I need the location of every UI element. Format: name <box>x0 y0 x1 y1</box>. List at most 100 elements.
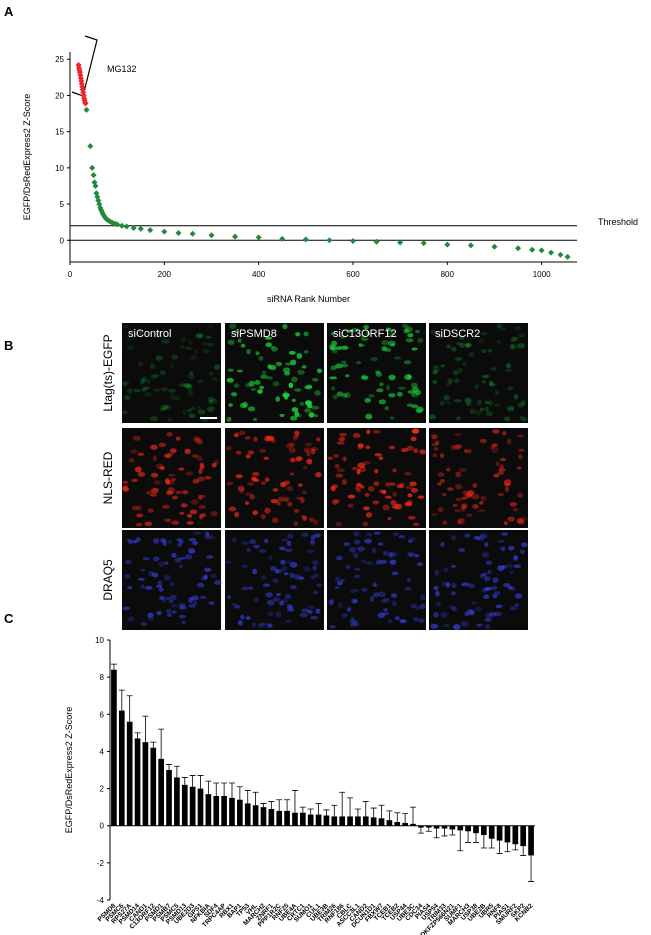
bar <box>496 825 503 841</box>
cell <box>193 436 200 440</box>
cell <box>517 342 525 349</box>
cell <box>463 449 468 453</box>
cell <box>285 362 292 366</box>
cell <box>310 539 315 546</box>
cell <box>281 482 289 486</box>
cell <box>188 604 196 608</box>
bar <box>205 794 212 826</box>
cell <box>193 437 202 443</box>
error-bar <box>323 809 330 816</box>
cell <box>405 485 413 490</box>
cell <box>459 342 466 348</box>
cell <box>253 544 260 549</box>
point <box>92 182 99 189</box>
cell <box>177 542 183 547</box>
cell <box>144 521 153 527</box>
cell <box>445 581 451 588</box>
cell <box>259 549 267 553</box>
cell <box>230 392 238 397</box>
cell <box>314 390 321 396</box>
cell <box>415 408 423 414</box>
x-tick-label: 400 <box>252 270 266 279</box>
x-tick-label: 1000 <box>533 270 551 279</box>
cell <box>306 458 313 465</box>
cell <box>181 503 189 508</box>
cell <box>235 474 243 479</box>
cell <box>370 356 378 362</box>
cell <box>361 587 368 592</box>
cell <box>185 471 194 476</box>
cell <box>411 404 419 409</box>
cell <box>331 340 338 346</box>
cell <box>169 362 175 369</box>
cell <box>396 391 403 397</box>
cell <box>404 586 412 591</box>
cell <box>496 539 505 543</box>
cell <box>289 359 297 366</box>
cell <box>262 583 270 587</box>
cell <box>283 497 290 502</box>
cell <box>435 590 440 597</box>
micrograph <box>224 530 324 630</box>
cell <box>284 548 293 553</box>
cell <box>480 495 487 501</box>
cell <box>389 559 397 565</box>
cell <box>159 596 165 600</box>
cell <box>285 619 292 624</box>
cell <box>450 591 457 596</box>
cell <box>501 532 509 536</box>
cell <box>197 409 206 415</box>
cell <box>291 407 299 413</box>
cell <box>228 506 237 512</box>
cell <box>481 374 489 379</box>
cell <box>259 622 267 626</box>
cell <box>152 374 160 378</box>
cell <box>296 496 303 500</box>
cell <box>375 371 383 377</box>
cell <box>406 445 414 451</box>
cell <box>389 552 398 557</box>
cell <box>519 549 526 555</box>
cell <box>501 327 506 331</box>
cell <box>134 466 142 473</box>
cell <box>293 574 301 580</box>
point <box>564 253 571 260</box>
cell <box>355 485 360 491</box>
error-bar <box>496 840 503 854</box>
cell <box>479 501 484 505</box>
cell <box>162 540 167 547</box>
cell <box>264 336 273 340</box>
cell <box>484 576 491 581</box>
cell <box>144 386 150 390</box>
cell <box>289 572 295 578</box>
cell <box>358 343 365 348</box>
cell <box>509 502 518 507</box>
cell <box>336 555 343 561</box>
cell <box>417 495 425 499</box>
cell <box>503 416 511 422</box>
cell <box>311 405 320 410</box>
micrograph <box>429 530 528 630</box>
cell <box>485 560 493 565</box>
cell <box>157 580 163 587</box>
cell <box>341 345 349 350</box>
cell <box>410 392 415 397</box>
cell <box>390 343 395 347</box>
cell <box>522 417 528 422</box>
cell <box>365 331 371 336</box>
cell <box>349 588 356 594</box>
cell <box>127 344 135 351</box>
cell <box>253 597 259 603</box>
cell <box>480 331 488 336</box>
cell <box>179 383 187 388</box>
cell <box>196 405 202 412</box>
point <box>326 237 333 244</box>
cell <box>466 513 473 518</box>
cell <box>159 370 166 376</box>
point <box>130 224 137 231</box>
cell <box>271 346 278 352</box>
cell <box>308 517 315 523</box>
cell <box>213 364 220 371</box>
error-bar <box>150 741 157 748</box>
cell <box>306 549 315 553</box>
